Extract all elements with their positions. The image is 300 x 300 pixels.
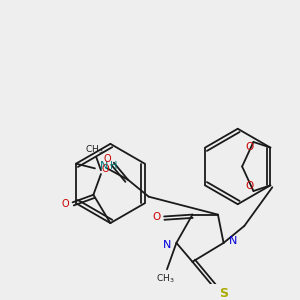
Text: H: H — [110, 161, 118, 172]
Text: O: O — [245, 181, 254, 191]
Text: O: O — [245, 142, 254, 152]
Text: N: N — [229, 236, 237, 246]
Text: O: O — [152, 212, 161, 222]
Text: CH$_3$: CH$_3$ — [85, 143, 104, 156]
Text: O: O — [103, 154, 111, 164]
Text: S: S — [219, 287, 228, 300]
Text: N: N — [100, 161, 109, 172]
Text: CH$_3$: CH$_3$ — [156, 272, 174, 285]
Text: N: N — [163, 240, 171, 250]
Text: O: O — [61, 199, 69, 209]
Text: O: O — [102, 164, 110, 174]
